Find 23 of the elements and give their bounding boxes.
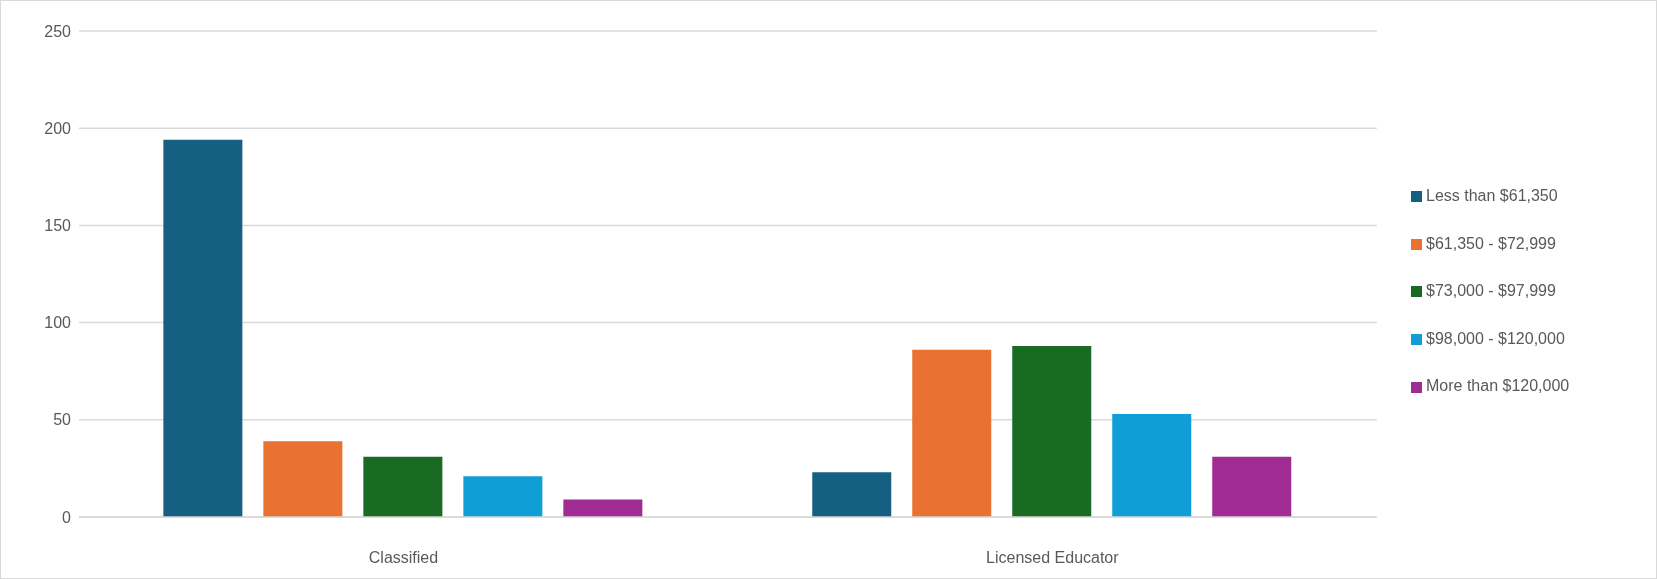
bar: [163, 139, 243, 517]
bar: [463, 476, 543, 517]
y-tick-label: 150: [44, 217, 72, 235]
bar: [1212, 456, 1292, 517]
legend-label: More than $120,000: [1426, 377, 1570, 395]
bar: [912, 349, 992, 517]
bar: [1012, 345, 1092, 517]
x-tick-label: Licensed Educator: [986, 549, 1120, 567]
bar: [363, 456, 443, 517]
y-tick-label: 100: [44, 314, 72, 332]
bar: [263, 441, 343, 517]
legend-label: $98,000 - $120,000: [1426, 329, 1565, 347]
y-tick-label: 0: [62, 508, 72, 526]
legend-label: Less than $61,350: [1426, 187, 1558, 204]
x-tick-label: Classified: [368, 549, 439, 567]
y-tick-label: 50: [53, 411, 72, 429]
bar: [812, 472, 892, 517]
y-tick-label: 200: [44, 119, 72, 137]
y-tick-label: 250: [44, 22, 72, 40]
bar: [1112, 413, 1192, 517]
legend-label: $73,000 - $97,999: [1426, 282, 1556, 300]
bar: [563, 499, 643, 517]
legend-label: $61,350 - $72,999: [1426, 234, 1556, 252]
